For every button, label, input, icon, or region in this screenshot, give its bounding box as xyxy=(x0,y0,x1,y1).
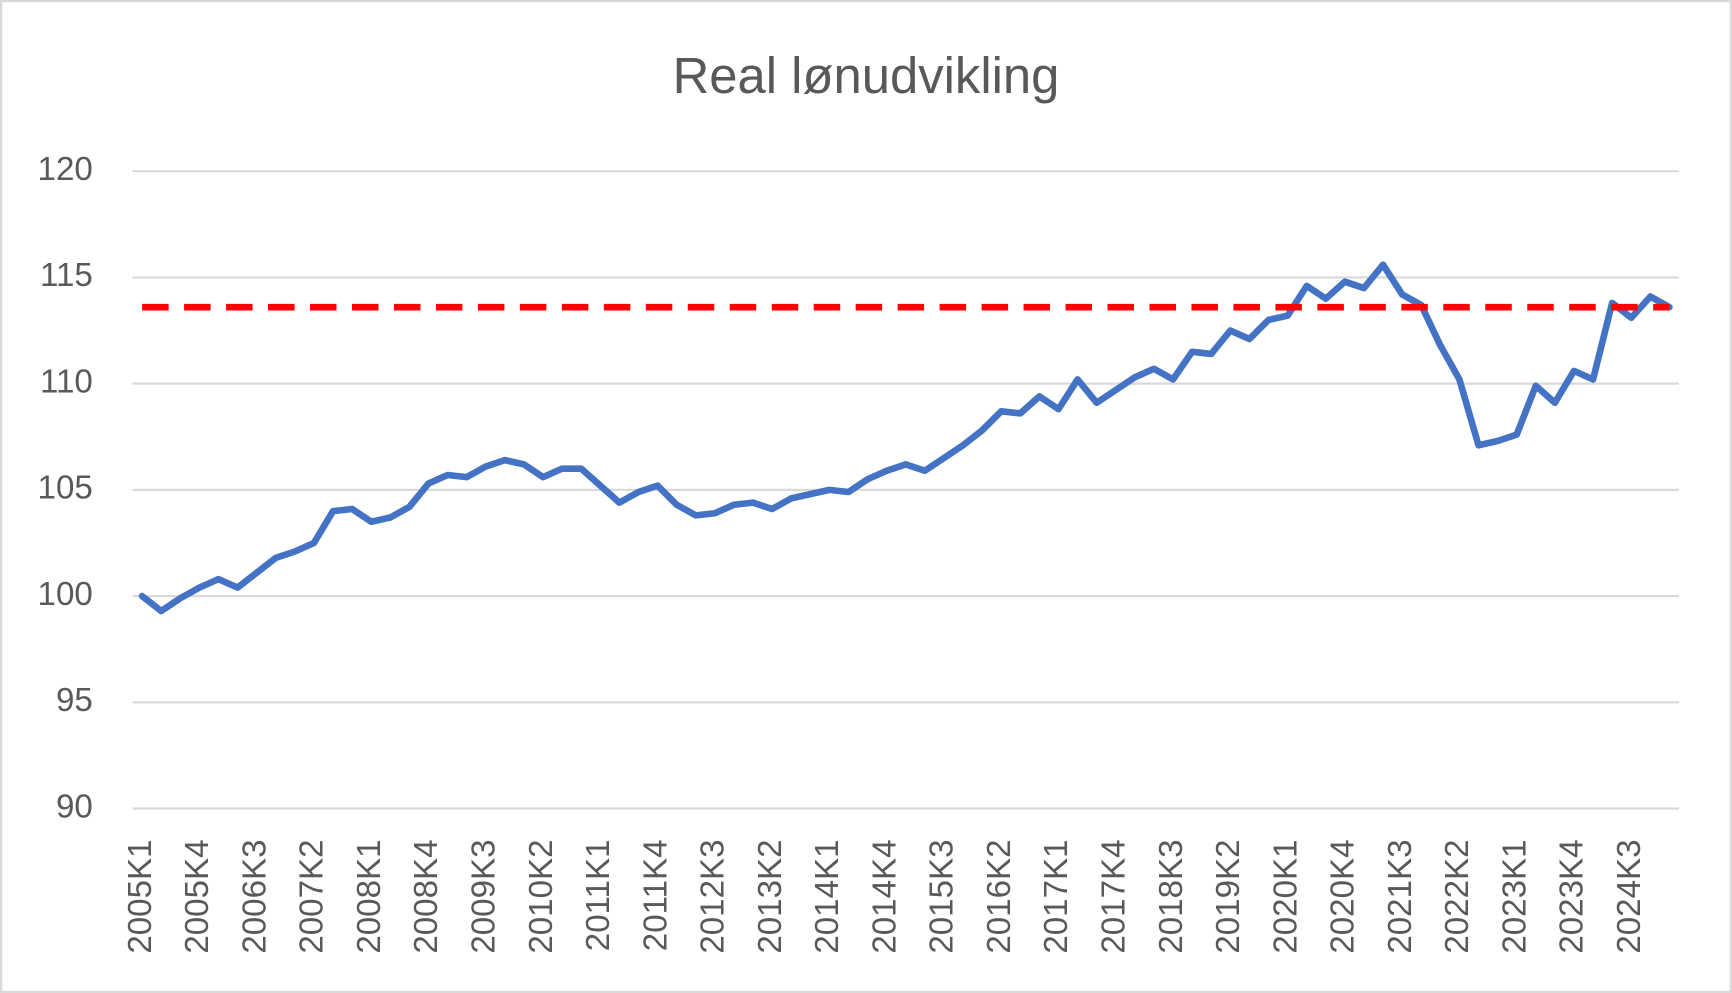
x-tick-label: 2009K3 xyxy=(466,839,503,953)
x-tick-label: 2014K1 xyxy=(809,839,846,953)
x-tick-label: 2022K2 xyxy=(1439,839,1476,953)
chart-title: Real lønudvikling xyxy=(673,47,1060,104)
data-line xyxy=(138,261,1673,615)
x-tick-label: 2021K3 xyxy=(1382,839,1419,953)
x-tick-label: 2023K4 xyxy=(1554,839,1591,953)
y-tick-label: 110 xyxy=(40,363,93,400)
y-tick-label: 100 xyxy=(38,576,93,613)
y-tick-label: 90 xyxy=(56,788,93,825)
x-tick-label: 2019K2 xyxy=(1210,839,1247,953)
x-tick-label: 2015K3 xyxy=(924,839,961,953)
x-tick-label: 2017K4 xyxy=(1096,839,1133,953)
x-tick-label: 2013K2 xyxy=(752,839,789,953)
x-tick-label: 2005K1 xyxy=(122,839,159,953)
x-tick-label: 2007K2 xyxy=(294,839,331,953)
x-tick-label: 2020K4 xyxy=(1325,839,1362,953)
x-tick-label: 2011K4 xyxy=(637,839,674,951)
y-tick-label: 95 xyxy=(56,682,93,719)
x-tick-label: 2016K2 xyxy=(981,839,1018,953)
x-tick-label: 2014K4 xyxy=(866,839,903,953)
x-tick-label: 2011K1 xyxy=(580,839,617,951)
x-tick-label: 2010K2 xyxy=(523,839,560,953)
x-tick-label: 2006K3 xyxy=(236,839,273,953)
y-tick-label: 115 xyxy=(40,257,93,294)
y-tick-label: 120 xyxy=(38,151,93,188)
y-tick-label: 105 xyxy=(38,470,93,507)
x-tick-label: 2017K1 xyxy=(1038,839,1075,953)
x-tick-label: 2024K3 xyxy=(1611,839,1648,953)
x-tick-label: 2012K3 xyxy=(695,839,732,953)
x-tick-label: 2018K3 xyxy=(1153,839,1190,953)
x-tick-label: 2008K1 xyxy=(351,839,388,953)
x-tick-label: 2023K1 xyxy=(1496,839,1533,953)
x-tick-label: 2005K4 xyxy=(179,839,216,953)
x-tick-label: 2020K1 xyxy=(1267,839,1304,953)
x-tick-label: 2008K4 xyxy=(408,839,445,953)
